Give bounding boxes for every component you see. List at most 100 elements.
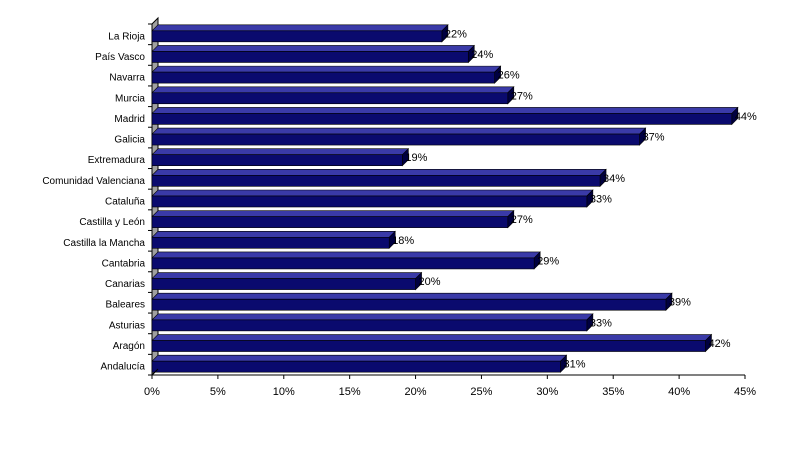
x-tick-label: 40% (668, 386, 690, 398)
bar (151, 333, 713, 353)
x-tick-label: 20% (405, 386, 427, 398)
category-label: Extremadura (88, 155, 146, 166)
x-tick-label: 45% (734, 386, 756, 398)
data-label: 33% (590, 317, 612, 329)
bar-front-face (151, 298, 667, 311)
bar-top-face (151, 148, 410, 156)
category-label: Cantabria (102, 258, 146, 269)
category-label: Aragón (113, 341, 145, 352)
data-label: 29% (537, 255, 559, 267)
floor-depth-line (151, 368, 159, 376)
data-label: 42% (708, 338, 730, 350)
bar (151, 251, 541, 270)
bar-front-face (151, 175, 601, 187)
category-label: La Rioja (108, 31, 145, 42)
category-label: Comunidad Valenciana (42, 176, 145, 187)
x-tick-label: 35% (602, 386, 624, 398)
bar-front-face (151, 113, 733, 125)
bar-top-face (151, 86, 515, 94)
bar-top-face (151, 354, 568, 362)
category-label: Castilla y León (79, 217, 145, 228)
bar-top-face (151, 45, 475, 52)
data-label: 37% (643, 132, 665, 144)
bar-top-face (151, 251, 541, 259)
x-tick-label: 15% (339, 386, 361, 398)
data-label: 26% (498, 70, 520, 82)
category-label: Navarra (109, 73, 145, 84)
data-label: 44% (735, 111, 757, 123)
bar-top-face (151, 107, 739, 114)
x-tick-label: 30% (536, 386, 558, 398)
bar (151, 354, 568, 373)
bar-front-face (151, 360, 561, 373)
bar-front-face (151, 154, 403, 167)
bar-front-face (151, 340, 706, 352)
bar-top-face (151, 230, 396, 238)
category-label: País Vasco (95, 52, 145, 63)
data-label: 27% (511, 90, 533, 102)
bar (151, 24, 449, 43)
x-axis: 0% 5% 10% 15% 20% 25% 30% 35% 40% 45% (144, 23, 756, 398)
bar (151, 313, 594, 332)
bar-front-face (151, 216, 509, 228)
bar (151, 127, 647, 146)
category-label: Murcia (115, 93, 145, 104)
bar-front-face (151, 195, 588, 208)
bar-front-face (151, 30, 443, 43)
x-tick-label: 5% (210, 386, 226, 398)
bar-front-face (151, 133, 640, 146)
bar (151, 147, 410, 167)
data-label: 31% (564, 359, 586, 371)
data-label: 20% (419, 276, 441, 288)
data-label: 24% (471, 49, 493, 61)
bar-top-face (151, 169, 607, 176)
x-tick-label: 10% (273, 386, 295, 398)
x-tick-label: 25% (470, 386, 492, 398)
bar-top-face (151, 292, 673, 300)
bar (151, 65, 502, 84)
bar (151, 44, 475, 64)
category-label: Baleares (106, 300, 145, 311)
bar-top-face (151, 189, 594, 197)
category-label: Asturias (109, 320, 145, 331)
bar-top-face (151, 127, 647, 135)
data-label: 27% (511, 214, 533, 226)
bar (151, 271, 423, 291)
bar-front-face (151, 236, 390, 249)
category-label: Madrid (114, 114, 145, 125)
category-label: Galicia (114, 135, 145, 146)
bar (151, 168, 607, 188)
bar-top-face (151, 65, 502, 73)
bar (151, 230, 396, 250)
bar-top-face (151, 272, 423, 279)
bar (151, 189, 594, 208)
bar-front-face (151, 51, 469, 63)
category-label: Canarias (105, 279, 145, 290)
bar-top-face (151, 313, 594, 321)
bars-group (151, 24, 739, 373)
bar-front-face (151, 319, 588, 332)
category-labels: La Rioja País Vasco Navarra Murcia Madrid Gal… (42, 31, 145, 372)
bar-front-face (151, 257, 535, 270)
category-label: Castilla la Mancha (63, 238, 145, 249)
bar (151, 209, 515, 229)
data-labels: 22% 24% 26% 27% 44% 37% 19% 34% 33% 27% 18% 29% 20%… (392, 28, 757, 370)
data-label: 22% (445, 28, 467, 40)
bar-top-face (151, 24, 449, 32)
bar-front-face (151, 71, 495, 84)
bar-front-face (151, 92, 509, 105)
bar-front-face (151, 278, 416, 290)
category-label: Cataluña (105, 197, 145, 208)
x-tick-label: 0% (144, 386, 160, 398)
bar (151, 86, 515, 105)
bar (151, 106, 739, 126)
category-label: Andalucía (101, 362, 146, 373)
data-label: 39% (669, 297, 691, 309)
data-label: 19% (405, 152, 427, 164)
data-label: 18% (392, 235, 414, 247)
data-label: 33% (590, 194, 612, 206)
data-label: 34% (603, 173, 625, 185)
bar-top-face (151, 334, 713, 341)
bar-top-face (151, 210, 515, 217)
